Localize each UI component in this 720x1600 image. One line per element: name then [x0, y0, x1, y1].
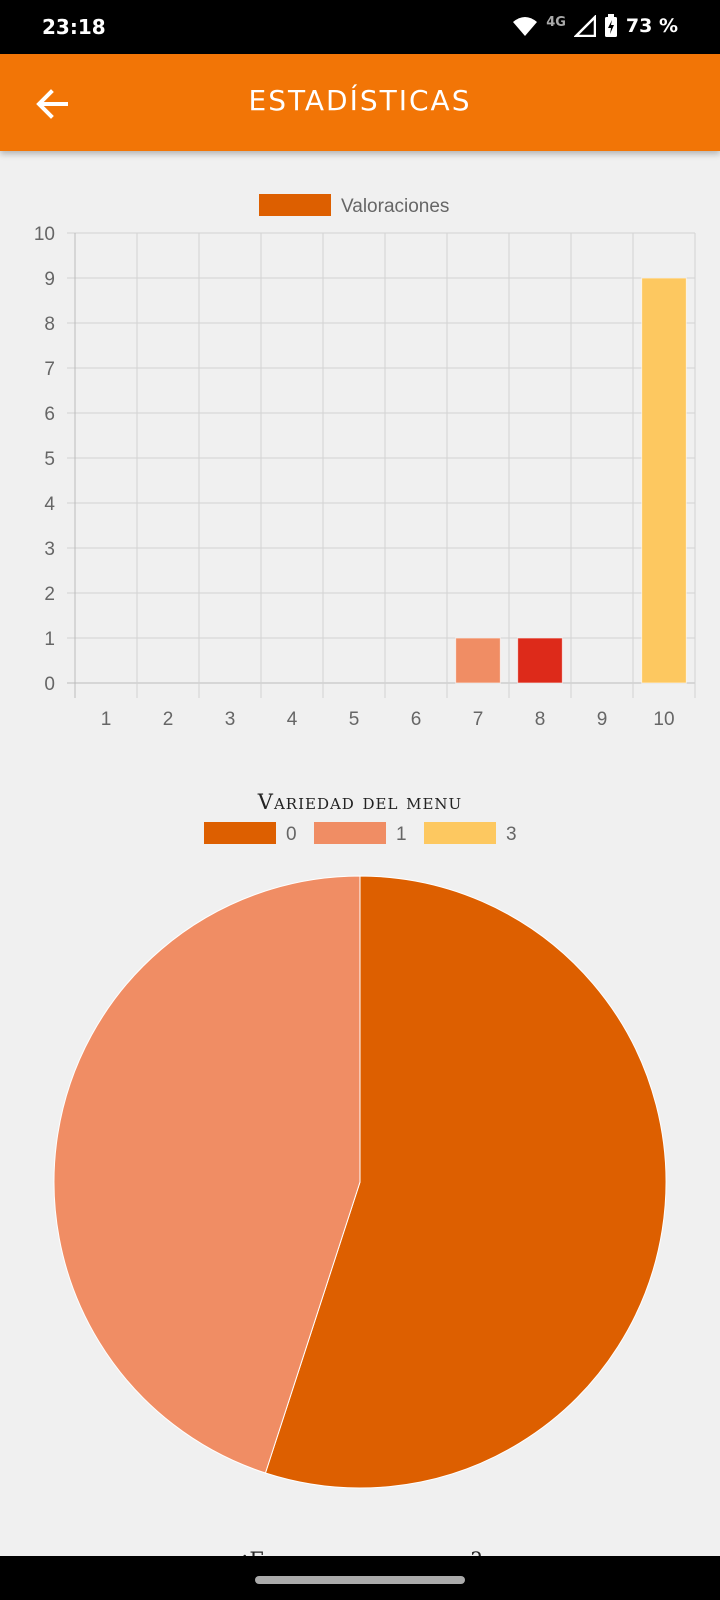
- signal-icon: [573, 15, 596, 37]
- x-tick-label: 10: [653, 709, 674, 730]
- app-bar: ESTADÍSTICAS: [0, 54, 720, 151]
- x-tick-label: 3: [225, 709, 236, 730]
- x-tick-label: 7: [473, 709, 484, 730]
- bar-8: [517, 637, 563, 684]
- legend-label-0: 0: [286, 824, 297, 845]
- home-gesture-handle[interactable]: [255, 1576, 465, 1584]
- status-time: 23:18: [42, 15, 106, 39]
- bar-10: [641, 277, 687, 684]
- system-nav-bar: [0, 1556, 720, 1600]
- x-tick-label: 4: [287, 709, 298, 730]
- x-tick-label: 5: [349, 709, 360, 730]
- back-button[interactable]: [30, 82, 74, 126]
- legend-label-valoraciones: Valoraciones: [341, 196, 449, 217]
- legend-swatch-1: [314, 822, 386, 844]
- bar-7: [455, 637, 501, 684]
- pie-slice-1: [53, 875, 361, 1474]
- y-tick-label: 6: [44, 404, 55, 425]
- y-tick-label: 1: [44, 629, 55, 650]
- y-tick-label: 7: [44, 359, 55, 380]
- status-icons: 4G 73 %: [512, 14, 678, 38]
- legend-swatch-3: [424, 822, 496, 844]
- arrow-left-icon: [36, 89, 68, 119]
- x-tick-label: 6: [411, 709, 422, 730]
- y-tick-label: 9: [44, 269, 55, 290]
- battery-charging-icon: [604, 14, 617, 37]
- legend-swatch-valoraciones: [259, 194, 331, 216]
- x-tick-label: 9: [597, 709, 608, 730]
- legend-label-3: 3: [506, 824, 517, 845]
- menu-variety-pie-chart: 0 1 3: [53, 822, 667, 1489]
- network-type: 4G: [546, 14, 566, 30]
- y-tick-label: 0: [44, 674, 55, 695]
- x-tick-label: 2: [163, 709, 174, 730]
- page-title: ESTADÍSTICAS: [248, 84, 472, 117]
- y-tick-label: 4: [44, 494, 55, 515]
- legend-label-1: 1: [396, 824, 407, 845]
- y-tick-label: 3: [44, 539, 55, 560]
- y-tick-label: 10: [34, 224, 55, 245]
- pie-slice-0: [264, 875, 667, 1489]
- battery-percent: 73 %: [625, 15, 678, 37]
- y-tick-label: 5: [44, 449, 55, 470]
- x-tick-label: 8: [535, 709, 546, 730]
- x-tick-label: 1: [101, 709, 112, 730]
- wifi-icon: [513, 17, 538, 36]
- legend-swatch-0: [204, 822, 276, 844]
- pie-chart-title: Variedad del menu: [257, 790, 463, 814]
- y-tick-label: 8: [44, 314, 55, 335]
- ratings-bar-chart: Valoraciones 0 1 2 3 4 5 6 7 8 9 10 1 2 3 4 5 6 7 8 9 10: [34, 194, 696, 730]
- y-tick-label: 2: [44, 584, 55, 605]
- status-bar: 23:18 4G 73 %: [0, 0, 720, 54]
